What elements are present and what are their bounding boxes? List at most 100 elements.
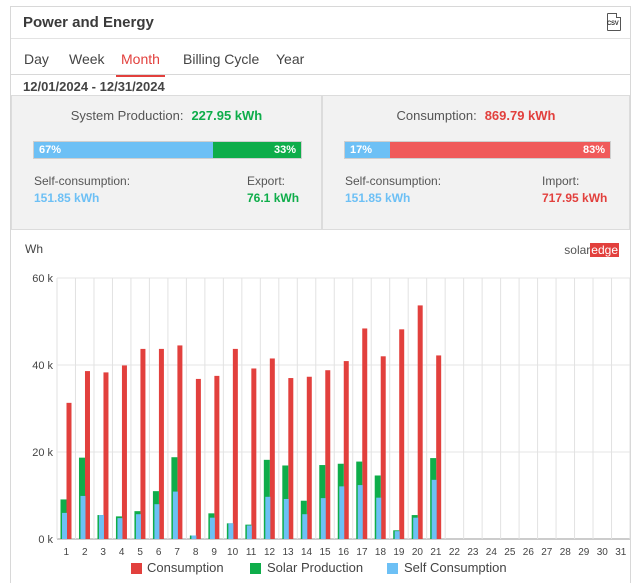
date-range-row: 12/01/2024 - 12/31/2024: [11, 74, 630, 96]
export-label: Export:: [247, 174, 286, 188]
self-consumption-bar: [191, 535, 197, 539]
self-consumption-bar: [357, 485, 363, 539]
consumption-box: Consumption: 869.79 kWh 17% 83% Self-cons…: [322, 95, 630, 230]
period-tabs: Day Week Month Billing Cycle Year: [11, 47, 630, 77]
consumption-bar: [343, 361, 349, 539]
self-consumption-bar: [228, 523, 234, 539]
consumption-self-value: 151.85 kWh: [345, 191, 411, 205]
self-consumption-bar: [283, 498, 289, 539]
tab-month[interactable]: Month: [116, 51, 165, 77]
consumption-heading: Consumption: 869.79 kWh: [323, 108, 629, 123]
x-tick-label: 6: [156, 547, 162, 558]
self-consumption-bar: [376, 497, 382, 539]
self-consumption-bar: [154, 504, 160, 539]
x-tick-label: 24: [486, 547, 498, 558]
export-value: 76.1 kWh: [247, 191, 300, 205]
x-tick-label: 9: [211, 547, 217, 558]
production-bar: 67% 33%: [33, 141, 302, 159]
x-tick-label: 19: [393, 547, 405, 558]
legend-solar-production[interactable]: Solar Production: [267, 560, 364, 575]
y-tick-label: 20 k: [32, 447, 53, 459]
x-tick-label: 10: [227, 547, 239, 558]
x-tick-label: 26: [523, 547, 535, 558]
tab-billing-cycle[interactable]: Billing Cycle: [183, 51, 260, 67]
x-tick-label: 23: [467, 547, 479, 558]
consumption-bar: [362, 328, 368, 539]
x-tick-label: 17: [356, 547, 368, 558]
self-consumption-bar: [117, 518, 123, 539]
x-tick-label: 15: [319, 547, 331, 558]
x-tick-label: 7: [174, 547, 180, 558]
consumption-bar: [177, 345, 183, 539]
x-tick-label: 11: [246, 547, 257, 558]
self-consumption-bar: [135, 514, 141, 539]
self-consumption-bar: [413, 517, 419, 539]
panel-header: Power and Energy CSV: [11, 7, 630, 39]
self-consumption-bar: [265, 496, 271, 539]
self-consumption-bar: [320, 498, 326, 539]
x-tick-label: 30: [597, 547, 609, 558]
self-consumption-bar: [246, 525, 252, 539]
production-label: System Production:: [70, 108, 184, 123]
consumption-bar: [140, 348, 146, 539]
production-export-segment: 33%: [212, 142, 301, 158]
date-range: 12/01/2024 - 12/31/2024: [23, 79, 165, 94]
legend-production-swatch[interactable]: [250, 563, 261, 574]
x-tick-label: 31: [615, 547, 627, 558]
self-consumption-bar: [431, 479, 437, 539]
self-consumption-bar: [80, 495, 86, 539]
csv-export-icon[interactable]: CSV: [607, 13, 621, 31]
legend-self-consumption[interactable]: Self Consumption: [404, 560, 507, 575]
x-tick-label: 16: [338, 547, 350, 558]
tab-week[interactable]: Week: [69, 51, 105, 67]
self-consumption-bar: [339, 486, 345, 539]
consumption-bar: 17% 83%: [344, 141, 611, 159]
x-tick-label: 5: [137, 547, 143, 558]
tab-year[interactable]: Year: [276, 51, 305, 67]
x-tick-label: 20: [412, 547, 424, 558]
import-value: 717.95 kWh: [542, 191, 608, 205]
consumption-value: 869.79 kWh: [484, 108, 556, 123]
x-tick-label: 22: [449, 547, 461, 558]
legend-self-swatch[interactable]: [387, 563, 398, 574]
tab-day[interactable]: Day: [24, 51, 49, 67]
consumption-label: Consumption:: [396, 108, 477, 123]
consumption-bar: [380, 356, 386, 539]
production-value: 227.95 kWh: [191, 108, 263, 123]
consumption-bar: [195, 378, 201, 539]
x-tick-label: 1: [63, 547, 69, 558]
consumption-bar: [251, 368, 257, 539]
csv-label: CSV: [607, 21, 619, 27]
y-tick-label: 60 k: [32, 273, 53, 285]
summary: System Production: 227.95 kWh 67% 33% Sel…: [11, 95, 630, 230]
x-tick-label: 3: [100, 547, 106, 558]
self-consumption-bar: [62, 512, 67, 539]
x-tick-label: 12: [264, 547, 276, 558]
self-consumption-bar: [172, 491, 178, 539]
consumption-bar: [214, 375, 220, 539]
x-tick-label: 18: [375, 547, 387, 558]
self-consumption-bar: [98, 515, 104, 539]
consumption-bar: [232, 348, 238, 539]
production-self-value: 151.85 kWh: [34, 191, 100, 205]
panel-title: Power and Energy: [23, 14, 154, 31]
consumption-bar: [306, 376, 312, 539]
legend-consumption-swatch[interactable]: [131, 563, 142, 574]
x-tick-label: 25: [504, 547, 516, 558]
x-tick-label: 14: [301, 547, 313, 558]
legend-consumption[interactable]: Consumption: [147, 560, 224, 575]
consumption-bar: [66, 402, 72, 539]
consumption-bar: [436, 355, 442, 539]
consumption-bar: [417, 305, 423, 539]
energy-bar-chart: 0 k20 k40 k60 k1 2 3 4 5 6 7 8 9 10 11 12 13 14 15 16 17…: [32, 273, 630, 558]
x-tick-label: 13: [282, 547, 294, 558]
self-consumption-bar: [394, 531, 400, 539]
consumption-bar: [288, 378, 294, 539]
production-self-segment: 67%: [34, 142, 213, 158]
production-self-label: Self-consumption:: [34, 174, 131, 188]
power-energy-panel: Power and Energy CSV Day Week Month Bill…: [10, 6, 631, 583]
production-heading: System Production: 227.95 kWh: [12, 108, 321, 123]
x-tick-label: 8: [193, 547, 199, 558]
y-axis-unit: Wh: [25, 242, 43, 256]
consumption-bar: [158, 348, 164, 539]
